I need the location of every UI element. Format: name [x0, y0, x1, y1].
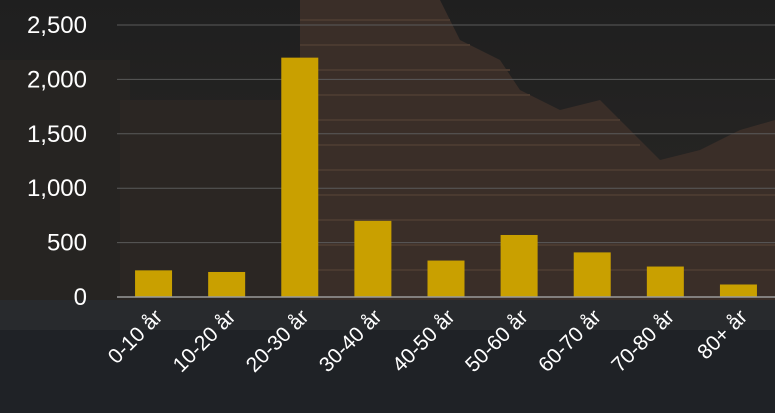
x-category-label: 10-20 år	[169, 305, 241, 377]
x-category-label: 60-70 år	[534, 305, 606, 377]
x-category-label: 20-30 år	[242, 305, 314, 377]
y-axis-tick-labels: 0 500 1,000 1,500 2,000 2,500	[27, 12, 87, 311]
bar	[208, 271, 246, 297]
x-category-label: 80+ år	[693, 305, 752, 364]
y-tick-label: 500	[47, 230, 87, 257]
gridlines	[117, 24, 775, 244]
bar	[573, 252, 611, 297]
bars	[135, 57, 757, 297]
y-tick-label: 0	[74, 284, 87, 311]
bar	[135, 270, 173, 297]
bar	[281, 57, 319, 297]
bar	[500, 234, 538, 297]
y-tick-label: 2,500	[27, 12, 87, 39]
bar	[719, 284, 757, 297]
y-tick-label: 2,000	[27, 66, 87, 93]
x-category-label: 40-50 år	[388, 305, 460, 377]
x-category-label: 30-40 år	[315, 305, 387, 377]
bar	[427, 260, 465, 297]
x-category-label: 0-10 år	[104, 305, 167, 368]
bar	[354, 220, 392, 297]
bar	[646, 266, 684, 297]
x-axis-category-labels: 0-10 år 10-20 år 20-30 år 30-40 år 40-50 år 5…	[104, 305, 752, 377]
y-tick-label: 1,500	[27, 121, 87, 148]
x-category-label: 70-80 år	[607, 305, 679, 377]
x-category-label: 50-60 år	[461, 305, 533, 377]
y-tick-label: 1,000	[27, 175, 87, 202]
